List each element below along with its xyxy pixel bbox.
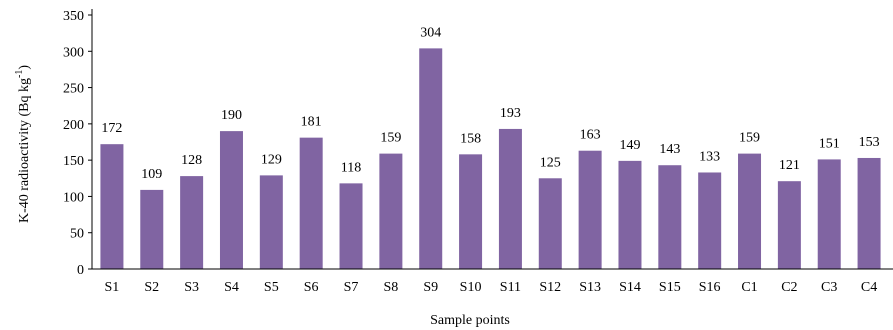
bar-C4	[857, 157, 881, 269]
x-tick-label-C1: C1	[741, 280, 757, 295]
bar-S10	[459, 154, 483, 269]
x-tick-label-C2: C2	[781, 280, 797, 295]
data-labels-group: 172 109 128 190 129 181 118 159 304 158 193 125 163 1…	[101, 25, 879, 182]
data-label-S2: 109	[141, 167, 162, 182]
bar-S8	[379, 153, 403, 269]
x-tick-label-S3: S3	[184, 280, 199, 295]
bar-S16	[698, 172, 722, 269]
x-tick-label-S12: S12	[539, 280, 561, 295]
x-tick-label-S15: S15	[659, 280, 681, 295]
x-tick-label-S14: S14	[619, 280, 641, 295]
data-label-S15: 143	[659, 142, 680, 157]
x-tick-label-S4: S4	[224, 280, 239, 295]
x-tick-label-S16: S16	[699, 280, 721, 295]
y-axis-title-main: K-40 radioactivity (Bq kg	[17, 78, 32, 223]
bar-S1	[100, 144, 124, 269]
y-tick-label: 350	[63, 9, 84, 24]
x-tick-label-S13: S13	[579, 280, 601, 295]
y-tick-label: 200	[63, 118, 84, 133]
x-tick-label-S8: S8	[383, 280, 398, 295]
bar-C1	[738, 153, 762, 269]
x-tick-label-S6: S6	[304, 280, 319, 295]
data-label-S3: 128	[181, 153, 202, 168]
x-tick-label-S10: S10	[460, 280, 482, 295]
x-axis-title: Sample points	[430, 313, 510, 328]
data-label-S5: 129	[261, 152, 282, 167]
data-label-S14: 149	[619, 138, 640, 153]
x-tick-label-S1: S1	[105, 280, 120, 295]
x-tick-label-S7: S7	[344, 280, 359, 295]
y-tick-label: 50	[70, 227, 84, 242]
x-tick-label-S2: S2	[144, 280, 159, 295]
bar-S12	[538, 178, 562, 269]
data-label-S11: 193	[500, 106, 521, 121]
data-label-S7: 118	[341, 160, 361, 175]
x-tick-label-C3: C3	[821, 280, 837, 295]
data-label-C2: 121	[779, 158, 800, 173]
bar-S2	[140, 189, 164, 269]
bar-S15	[658, 165, 682, 269]
bars-group	[100, 48, 881, 269]
x-tick-label-S5: S5	[264, 280, 279, 295]
bar-S6	[299, 137, 323, 269]
x-tick-label-S9: S9	[423, 280, 438, 295]
y-axis-title: K-40 radioactivity (Bq kg-1)	[14, 65, 32, 223]
x-tick-label-C4: C4	[861, 280, 877, 295]
data-label-C4: 153	[859, 135, 880, 150]
data-label-S10: 158	[460, 131, 481, 146]
data-label-S12: 125	[540, 155, 561, 170]
data-label-C1: 159	[739, 131, 760, 146]
data-label-S8: 159	[380, 131, 401, 146]
y-tick-label: 100	[63, 190, 84, 205]
bar-S9	[419, 48, 443, 269]
bar-S5	[259, 175, 283, 269]
bar-C2	[777, 181, 801, 269]
bar-S11	[498, 128, 522, 269]
y-tick-label: 300	[63, 45, 84, 60]
data-label-S13: 163	[580, 128, 601, 143]
bar-S14	[618, 160, 642, 269]
y-tick-label: 0	[77, 263, 84, 278]
data-label-S1: 172	[101, 121, 122, 136]
bar-S4	[219, 131, 243, 269]
y-axis-title-suffix: )	[17, 65, 32, 70]
bar-S13	[578, 150, 602, 269]
data-label-S4: 190	[221, 108, 242, 123]
x-axis-ticks: S1 S2 S3 S4 S5 S6 S7 S8 S9 S10 S11 S12 S13 S14 S15 S16 C…	[105, 280, 878, 295]
bar-S7	[339, 183, 363, 269]
y-axis-ticks: 0 50 100 150 200 250 300 350	[63, 9, 92, 278]
x-tick-label-S11: S11	[500, 280, 521, 295]
y-axis-title-superscript: -1	[14, 70, 25, 78]
data-label-C3: 151	[819, 136, 840, 151]
bar-S3	[180, 176, 204, 269]
data-label-S6: 181	[301, 115, 322, 130]
data-label-S16: 133	[699, 149, 720, 164]
y-tick-label: 150	[63, 154, 84, 169]
bar-C3	[817, 159, 841, 269]
y-tick-label: 250	[63, 82, 84, 97]
data-label-S9: 304	[420, 25, 441, 40]
